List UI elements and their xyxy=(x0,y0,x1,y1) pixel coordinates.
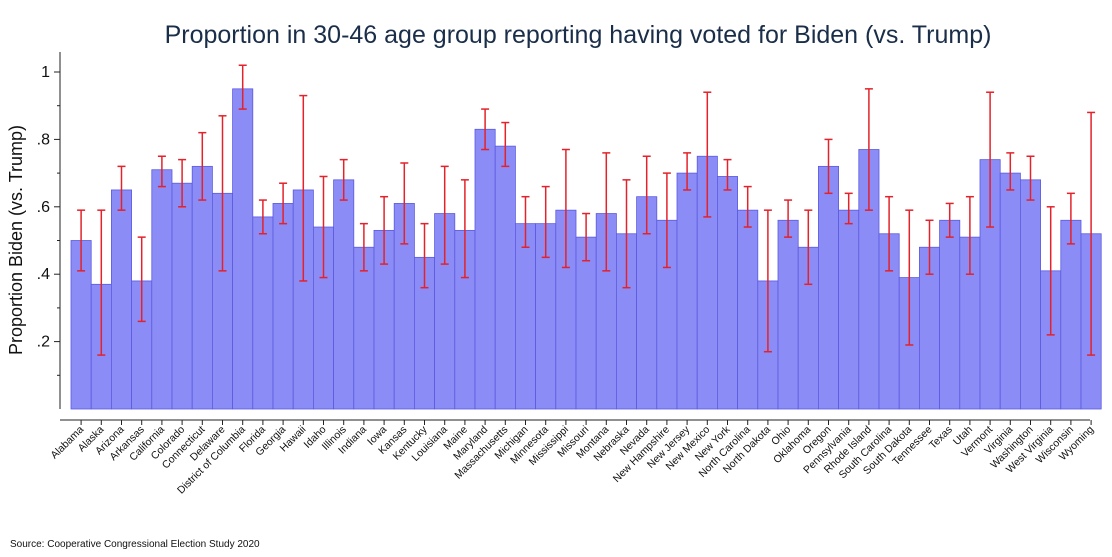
y-tick-label: 1 xyxy=(41,64,50,81)
bar xyxy=(232,88,254,410)
bar xyxy=(151,169,173,410)
y-tick-label: .4 xyxy=(37,266,50,283)
bar xyxy=(1060,219,1082,410)
bar xyxy=(939,219,961,410)
bar xyxy=(999,172,1021,410)
plot-area: .2.4.6.81AlabamaAlaskaArizonaArkansasCal… xyxy=(37,52,1102,496)
bar xyxy=(515,223,537,410)
bar xyxy=(494,145,516,410)
x-tick-label: Texas xyxy=(927,424,955,452)
bar xyxy=(272,203,294,410)
y-axis-label: Proportion Biden (vs. Trump) xyxy=(6,125,26,355)
bar xyxy=(111,189,133,410)
bar xyxy=(575,236,597,410)
y-tick-label: .6 xyxy=(37,199,50,216)
bar xyxy=(737,209,759,410)
source-note: Source: Cooperative Congressional Electi… xyxy=(10,539,260,550)
bar xyxy=(252,216,274,410)
bar xyxy=(333,179,355,410)
chart-title: Proportion in 30-46 age group reporting … xyxy=(165,21,992,49)
bar xyxy=(171,182,193,410)
bar xyxy=(1020,179,1042,410)
bar xyxy=(676,172,698,410)
bar xyxy=(777,219,799,410)
y-tick-label: .2 xyxy=(37,334,50,351)
bar xyxy=(838,209,860,410)
bar xyxy=(191,165,213,410)
y-tick-label: .8 xyxy=(37,131,50,148)
bar xyxy=(474,128,496,410)
bar xyxy=(717,176,739,410)
bar xyxy=(818,165,840,410)
